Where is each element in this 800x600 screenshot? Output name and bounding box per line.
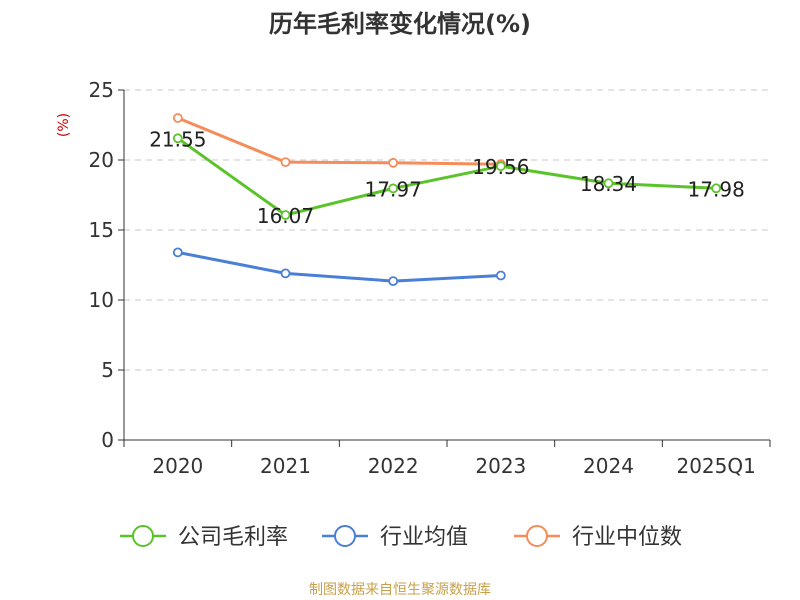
data-point — [711, 183, 722, 194]
x-tick-label: 2025Q1 — [676, 454, 755, 478]
data-label: 17.97 — [365, 177, 422, 201]
legend-label: 行业中位数 — [572, 525, 682, 550]
axes: 0 5 10 15 20 25 2020 2021 2022 2023 2024 2025Q1 — [89, 78, 771, 478]
x-tick-label: 2022 — [368, 454, 419, 478]
series-line — [176, 137, 717, 217]
data-point — [603, 178, 614, 189]
x-tick-label: 2024 — [583, 454, 634, 478]
data-point — [495, 270, 506, 281]
data-labels: 21.55 16.07 17.97 19.56 18.34 17.98 — [149, 127, 745, 228]
x-tick-label: 2023 — [475, 454, 526, 478]
legend-marker — [132, 525, 154, 547]
legend-label: 公司毛利率 — [178, 525, 288, 550]
legend-marker — [526, 525, 548, 547]
source-note: 制图数据来自恒生聚源数据库 — [309, 582, 491, 598]
y-tick-label: 10 — [89, 288, 114, 312]
grid — [124, 89, 770, 371]
data-point — [388, 276, 399, 287]
legend-item[interactable]: 公司毛利率 — [120, 525, 288, 550]
data-label: 16.07 — [257, 204, 314, 228]
legend-marker — [334, 525, 356, 547]
data-point — [280, 210, 291, 220]
data-label: 17.98 — [688, 177, 745, 201]
legend-item[interactable]: 行业均值 — [322, 525, 468, 550]
series-line — [177, 116, 501, 166]
y-tick-label: 20 — [89, 148, 114, 172]
data-point — [280, 268, 291, 279]
x-tick-label: 2021 — [260, 454, 311, 478]
data-point — [388, 157, 399, 168]
data-point — [280, 157, 291, 168]
x-tick-label: 2020 — [152, 454, 203, 478]
data-point — [172, 247, 183, 258]
y-tick-label: 15 — [89, 218, 114, 242]
legend-item[interactable]: 行业中位数 — [514, 525, 682, 550]
series-line — [177, 250, 501, 283]
data-point — [495, 161, 506, 172]
data-point — [172, 133, 183, 144]
legend[interactable]: 公司毛利率 行业均值 行业中位数 — [120, 525, 682, 550]
chart-title: 历年毛利率变化情况(%) — [269, 10, 531, 38]
legend-label: 行业均值 — [380, 525, 468, 550]
series — [172, 113, 722, 287]
data-label: 19.56 — [472, 155, 529, 179]
data-point — [388, 183, 399, 194]
y-axis-unit: (%) — [56, 113, 72, 137]
data-label: 21.55 — [149, 127, 206, 151]
y-tick-label: 5 — [101, 358, 114, 382]
data-point — [172, 113, 183, 123]
y-tick-label: 0 — [101, 428, 114, 452]
data-label: 18.34 — [580, 172, 637, 196]
y-tick-label: 25 — [89, 78, 114, 102]
